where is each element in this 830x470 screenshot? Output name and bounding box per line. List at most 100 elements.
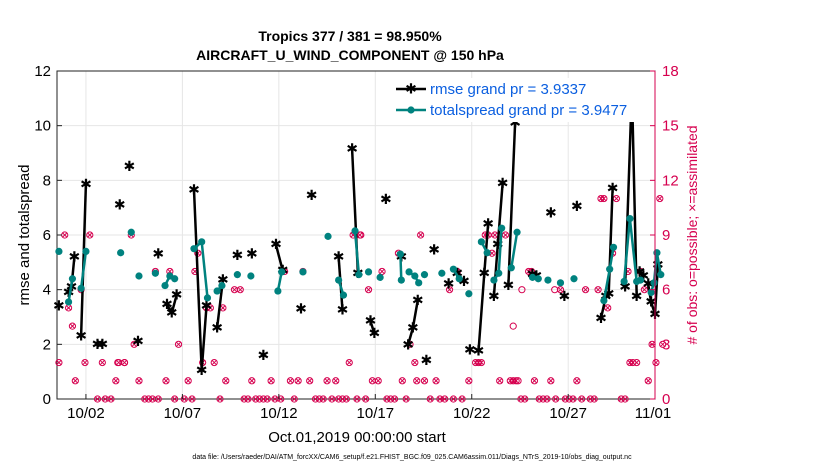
y-right-tick-label: 6 [662,282,670,299]
obs-assimilated-marker [411,358,419,367]
obs-assimilated-ring [81,358,89,367]
obs-assimilated-cross [570,396,576,402]
y-axis-left-ticks: 0 2 4 6 8 10 12 [34,63,62,408]
series-totalspread-point [570,275,578,283]
obs-assimilated-ring [644,377,652,385]
obs-assimilated-marker [573,377,581,385]
obs-assimilated-ring [521,395,529,403]
obs-assimilated-marker [378,267,386,276]
obs-assimilated-cross [459,396,465,402]
obs-assimilated-ring [652,358,660,367]
series-rmse-line [507,122,517,286]
legend-box [392,78,654,122]
obs-assimilated-marker [398,377,406,385]
series-totalspread-point [198,238,206,246]
obs-assimilated-marker [390,395,399,403]
obs-assimilated-cross [529,269,534,274]
obs-assimilated-ring [328,395,336,403]
series-totalspread-point [609,243,618,251]
series-totalspread-point [218,281,226,290]
y-axis-right-ticks: 0 3 6 9 12 15 18 [650,63,679,408]
series-totalspread-point [498,224,506,232]
series-rmse-point: ✱ [464,342,476,358]
obs-assimilated-marker [174,340,183,348]
obs-assimilated-ring [236,286,244,294]
obs-assimilated-marker [353,395,361,403]
obs-assimilated-cross [489,250,495,256]
obs-assimilated-ring [390,395,399,403]
obs-assimilated-ring [530,377,539,385]
legend-totalspread-label: totalspread grand pr = 3.9477 [430,102,627,119]
obs-assimilated-ring [543,395,551,403]
obs-assimilated-ring [633,358,641,367]
obs-assimilated-cross [605,305,611,311]
series-layer: ✱✱✱✱✱✱✱✱✱✱✱✱✱✱✱✱✱✱✱✱✱ ✱✱✱✱✱✱✱✱✱✱✱✱✱✱✱✱✱✱✱… [53,81,665,379]
obs-assimilated-cross [172,396,178,402]
series-totalspread-point [274,287,282,295]
series-totalspread-point [55,247,63,255]
obs-assimilated-marker [162,377,170,385]
obs-assimilated-ring [154,395,162,403]
series-rmse-point: ✱ [211,320,223,336]
obs-assimilated-marker [426,395,434,403]
series-rmse-point: ✱ [346,141,358,157]
obs-assimilated-marker [267,377,275,385]
obs-assimilated-cross [447,287,452,293]
series-rmse-line [599,188,614,319]
obs-assimilated-cross [645,378,651,384]
series-totalspread-point [556,279,565,287]
obs-assimilated-marker [277,395,285,403]
series-rmse-point: ✱ [80,177,92,193]
series-rmse-point: ✱ [488,289,500,305]
obs-assimilated-cross [189,396,195,402]
obs-assimilated-ring [306,377,314,385]
y-right-tick-label: 12 [662,172,679,189]
series-totalspread-point [455,275,463,283]
series-rmse-point: ✱ [402,337,414,353]
series-totalspread-point [351,227,359,235]
series-totalspread-point [653,249,661,257]
series-totalspread-point [507,264,515,272]
obs-assimilated-ring [277,395,285,403]
series-totalspread-point [528,273,537,281]
series-rmse-line [477,224,490,352]
x-tick-label: 10/17 [357,405,395,422]
series-rmse-point: ✱ [63,285,75,301]
obs-assimilated-cross [544,396,550,402]
obs-assimilated-cross [451,396,456,402]
obs-assimilated-ring [565,395,573,403]
series-rmse-point: ✱ [503,278,515,294]
obs-assimilated-cross [634,360,640,365]
series-rmse-point: ✱ [68,249,80,265]
series-rmse-point: ✱ [231,248,243,264]
series-rmse-point: ✱ [634,264,646,280]
obs-assimilated-ring [573,377,581,385]
series-rmse-point: ✱ [333,249,345,265]
obs-assimilated-ring [188,395,196,403]
series-totalspread-point [355,271,363,279]
obs-assimilated-marker [521,395,529,403]
series-rmse-point: ✱ [428,243,440,259]
obs-assimilated-ring [535,395,543,403]
obs-assimilated-marker [581,286,590,294]
series-totalspread-point [620,277,628,286]
series-rmse-point: ✱ [258,348,270,364]
obs-assimilated-cross [558,287,563,293]
obs-assimilated-ring [449,395,458,403]
obs-assimilated-marker [68,322,77,330]
series-totalspread-line [79,251,88,289]
obs-assimilated-marker [621,395,629,403]
obs-assimilated-cross [363,396,368,402]
series-totalspread-point [626,215,634,223]
obs-assimilated-marker [98,358,106,367]
series-rmse-point: ✱ [196,363,208,379]
obs-assimilated-marker [633,358,641,367]
obs-assimilated-marker [222,377,230,385]
series-totalspread-point [420,271,429,279]
obs-assimilated-cross [291,396,297,402]
obs-assimilated-ring [417,231,425,239]
obs-assimilated-ring [629,358,637,367]
obs-assimilated-ring [398,377,406,385]
obs-assimilated-cross [579,396,585,402]
